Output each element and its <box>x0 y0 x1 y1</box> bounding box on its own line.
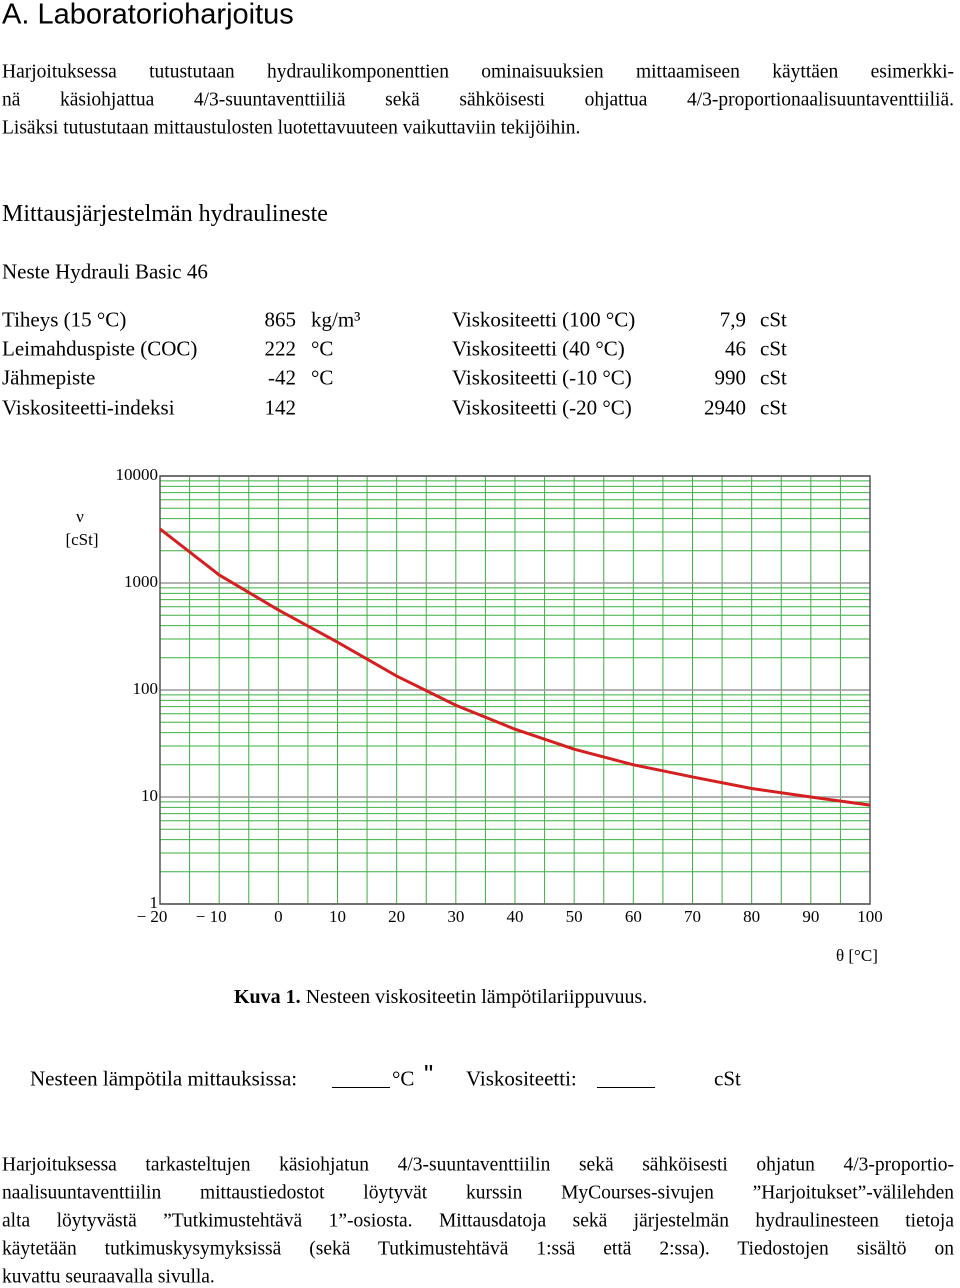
property-value: 222 <box>264 336 297 361</box>
property-unit: kg/m³ <box>311 307 361 332</box>
text-line: Harjoituksessa tutustutaan hydraulikompo… <box>2 61 954 83</box>
x-tick-label: 0 <box>274 907 283 926</box>
fill-unit: cSt <box>714 1066 741 1091</box>
text-line: alta löytyvästä ”Tutkimustehtävä 1”-osio… <box>2 1210 954 1232</box>
y-tick-label: 10 <box>141 786 158 805</box>
x-tick-label: 50 <box>566 907 583 926</box>
property-label: Tiheys (15 °C) <box>2 307 127 332</box>
section-heading: Mittausjärjestelmän hydraulineste <box>2 201 328 227</box>
x-tick-label: − 20 <box>137 907 168 926</box>
property-value: 990 <box>714 365 747 390</box>
y-tick-label: 100 <box>133 679 159 698</box>
property-unit: cSt <box>760 307 787 332</box>
caption-text: Nesteen viskositeetin lämpötilariippuvuu… <box>305 986 648 1008</box>
property-label: Viskositeetti (-20 °C) <box>452 395 632 420</box>
property-unit: cSt <box>760 336 787 361</box>
fill-unit: °C <box>392 1066 415 1091</box>
page-title: A. Laboratorioharjoitus <box>2 0 294 31</box>
text-line: Lisäksi tutustutaan mittaustulosten luot… <box>2 117 581 139</box>
property-label: Viskositeetti (100 °C) <box>452 307 636 332</box>
caption-label: Kuva 1. <box>234 986 301 1008</box>
property-value: -42 <box>268 365 296 390</box>
x-tick-label: 90 <box>802 907 819 926</box>
x-tick-label: 30 <box>447 907 464 926</box>
x-tick-label: 100 <box>857 907 883 926</box>
data-line <box>159 527 871 807</box>
x-tick-label: − 10 <box>196 907 227 926</box>
y-axis-label: ν <box>76 507 84 526</box>
property-value: 142 <box>264 395 297 420</box>
plot-frame <box>159 475 871 905</box>
property-label: Leimahduspiste (COC) <box>2 336 198 361</box>
property-unit: cSt <box>760 365 787 390</box>
text-line: nä käsiohjattua 4/3-suuntaventtiiliä sek… <box>2 89 954 111</box>
property-value: 865 <box>264 307 297 332</box>
y-axis-unit: [cSt] <box>65 530 98 549</box>
property-unit: °C <box>311 365 334 390</box>
fill-mark: " <box>424 1059 434 1089</box>
x-tick-label: 70 <box>684 907 701 926</box>
x-axis-label: θ [°C] <box>836 946 878 965</box>
x-tick-label: 20 <box>388 907 405 926</box>
y-tick-label: 10000 <box>116 465 159 484</box>
text-line: käytetään tutkimuskysymyksissä (sekä Tut… <box>2 1238 954 1260</box>
text-line: kuvattu seuraavalla sivulla. <box>2 1266 215 1288</box>
caption: Kuva 1. Nesteen viskositeetin lämpötilar… <box>234 987 647 1007</box>
blank-line <box>332 1087 390 1088</box>
text-line: Harjoituksessa tarkasteltujen käsiohjatu… <box>2 1154 954 1176</box>
x-tick-label: 10 <box>329 907 346 926</box>
x-tick-label: 80 <box>743 907 760 926</box>
property-value: 7,9 <box>719 307 746 332</box>
fill-label: Viskositeetti: <box>466 1066 577 1091</box>
fill-label: Nesteen lämpötila mittauksissa: <box>30 1066 298 1091</box>
property-label: Viskositeetti (-10 °C) <box>452 365 632 390</box>
property-value: 2940 <box>704 395 746 420</box>
property-unit: °C <box>311 336 334 361</box>
x-tick-label: 40 <box>507 907 524 926</box>
property-label: Jähmepiste <box>2 365 96 390</box>
property-label: Viskositeetti-indeksi <box>2 395 175 420</box>
property-unit: cSt <box>760 395 787 420</box>
y-tick-label: 1 <box>150 893 159 912</box>
x-tick-label: 60 <box>625 907 642 926</box>
property-label: Viskositeetti (40 °C) <box>452 336 625 361</box>
blank-line <box>597 1087 655 1088</box>
y-tick-label: 1000 <box>124 572 158 591</box>
section-subheading: Neste Hydrauli Basic 46 <box>2 259 208 284</box>
property-value: 46 <box>725 336 746 361</box>
text-line: naalisuuntaventtiilin mittaustiedostot l… <box>2 1182 954 1204</box>
